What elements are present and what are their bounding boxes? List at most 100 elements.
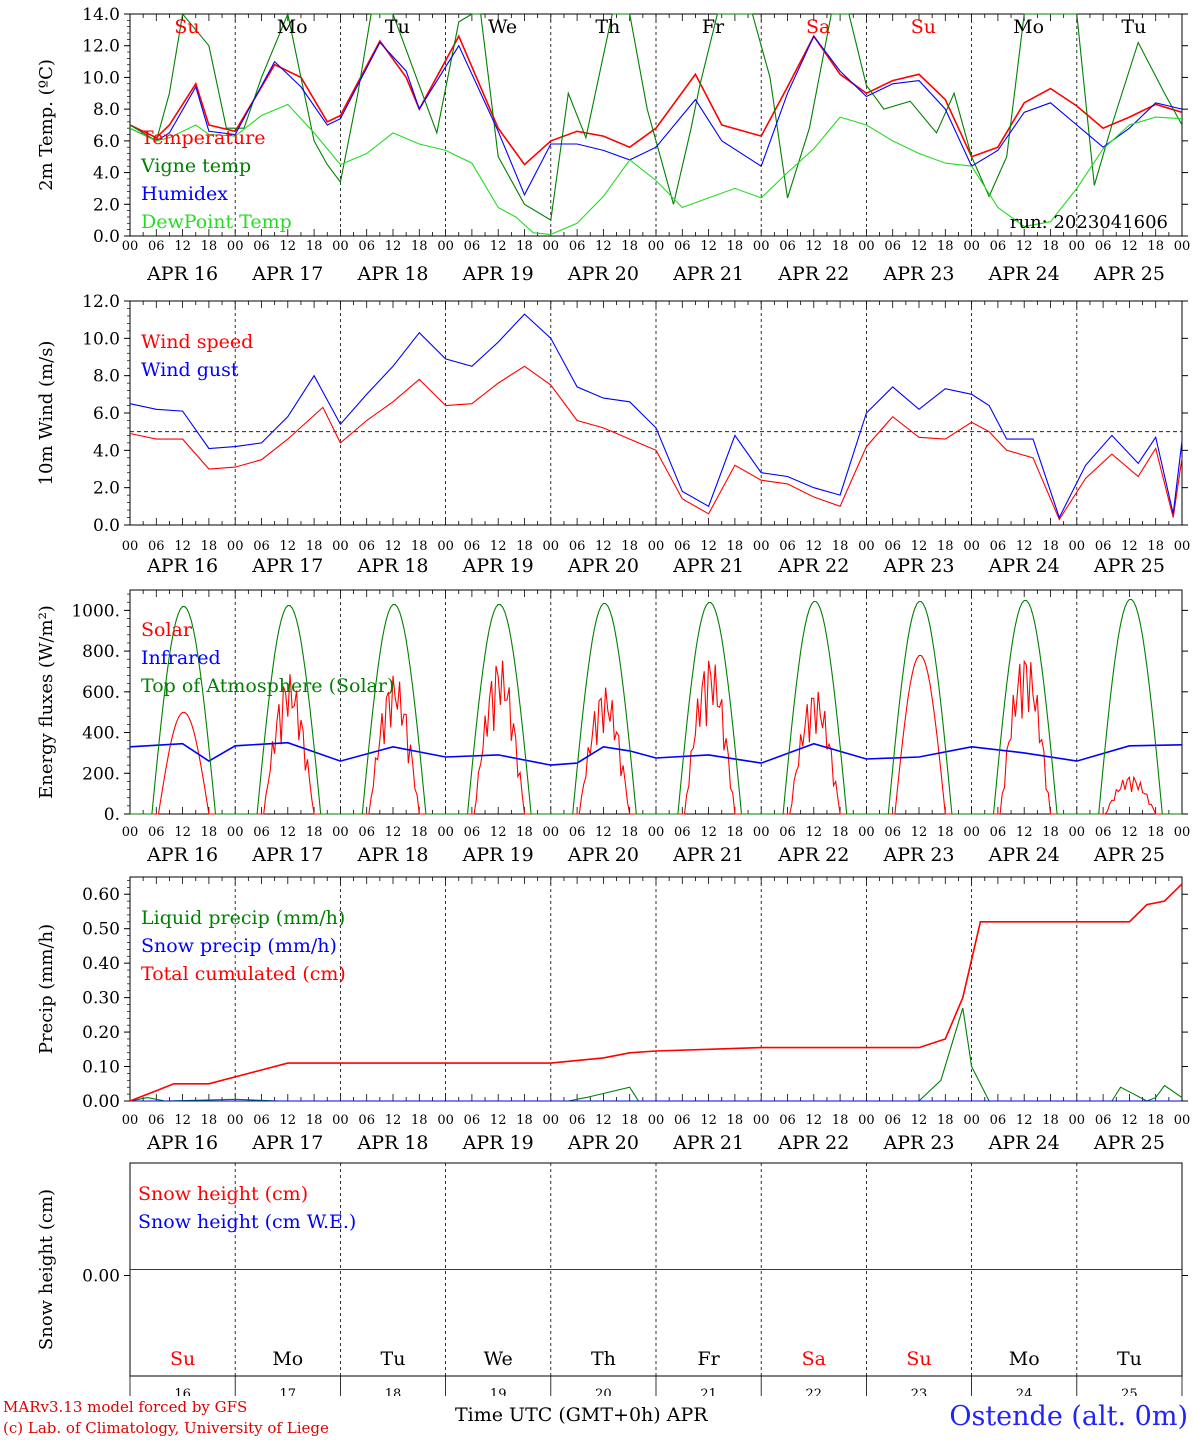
meteogram: 0.0 2.0 4.0 6.0 8.0 10.0 12.0 14.0 2m Temp. (ºC)… (36, 5, 1191, 1396)
hour-tick-label: 00 (858, 239, 875, 254)
day-label: APR 24 (988, 844, 1060, 866)
station-label: Ostende (alt. 0m) (949, 1401, 1188, 1432)
hour-tick-label: 00 (437, 825, 454, 840)
y-tick-label: 0.0 (93, 227, 120, 247)
hour-tick-label: 12 (1121, 239, 1138, 254)
hour-tick-label: 06 (358, 539, 375, 554)
day-number: 22 (806, 1387, 823, 1396)
hour-tick-label: 00 (1069, 825, 1086, 840)
hour-tick-label: 12 (700, 539, 717, 554)
hour-tick-label: 00 (1174, 825, 1191, 840)
hour-tick-label: 06 (779, 1113, 796, 1128)
day-label: APR 20 (567, 263, 639, 285)
day-label: APR 17 (251, 263, 323, 285)
hour-tick-label: 18 (411, 539, 428, 554)
hour-tick-label: 06 (253, 825, 270, 840)
hour-tick-label: 00 (753, 825, 770, 840)
hour-tick-label: 06 (884, 239, 901, 254)
hour-tick-label: 06 (674, 239, 691, 254)
hour-tick-label: 18 (306, 1113, 323, 1128)
hour-tick-label: 00 (963, 825, 980, 840)
hour-tick-label: 18 (1042, 1113, 1059, 1128)
series-line (130, 598, 1182, 815)
hour-tick-label: 06 (884, 825, 901, 840)
day-label: APR 22 (777, 844, 849, 866)
hour-tick-label: 00 (858, 825, 875, 840)
hour-tick-label: 12 (911, 1113, 928, 1128)
panel-frame (129, 589, 1183, 815)
day-label: APR 20 (567, 844, 639, 866)
day-label: APR 24 (988, 555, 1060, 577)
weekday-label: We (484, 1348, 513, 1370)
legend-entry: Infrared (141, 647, 221, 669)
hour-tick-label: 12 (490, 239, 507, 254)
y-tick-label: 8.0 (93, 100, 120, 120)
weekday-label: Mo (1009, 1348, 1040, 1370)
y-tick-label: 0.50 (82, 920, 120, 940)
hour-tick-label: 00 (753, 239, 770, 254)
hour-tick-label: 12 (280, 825, 297, 840)
hour-tick-label: 06 (779, 239, 796, 254)
y-axis-label: Energy fluxes (W/m²) (36, 605, 57, 799)
legend-entry: Temperature (141, 127, 265, 149)
weekday-label: Su (906, 1348, 931, 1370)
series-line (129, 365, 1183, 521)
hour-tick-label: 18 (411, 825, 428, 840)
day-number: 25 (1121, 1387, 1138, 1396)
hour-tick-label: 18 (832, 1113, 849, 1128)
hour-tick-label: 12 (595, 539, 612, 554)
hour-tick-label: 06 (674, 539, 691, 554)
day-number: 19 (490, 1387, 507, 1396)
hour-tick-label: 12 (1016, 1113, 1033, 1128)
y-tick-label: 6.0 (93, 404, 120, 424)
hour-tick-label: 00 (332, 825, 349, 840)
day-label: APR 25 (1093, 555, 1165, 577)
lab-credit: (c) Lab. of Climatology, University of L… (3, 1419, 329, 1437)
hour-tick-label: 12 (385, 539, 402, 554)
hour-tick-label: 18 (937, 1113, 954, 1128)
hour-tick-label: 18 (1042, 239, 1059, 254)
day-label: APR 25 (1093, 1132, 1165, 1154)
hour-tick-label: 18 (201, 1113, 218, 1128)
y-tick-label: 8.0 (93, 367, 120, 387)
hour-tick-label: 06 (464, 1113, 481, 1128)
y-tick-label: 12.0 (82, 292, 120, 312)
hour-tick-label: 18 (832, 239, 849, 254)
hour-tick-label: 18 (621, 539, 638, 554)
hour-tick-label: 18 (411, 239, 428, 254)
hour-tick-label: 00 (543, 1113, 560, 1128)
hour-tick-label: 06 (358, 825, 375, 840)
day-label: APR 22 (777, 555, 849, 577)
legend-entry: Humidex (141, 183, 228, 205)
hour-tick-label: 18 (727, 539, 744, 554)
weekday-label: Tu (381, 1348, 406, 1370)
hour-tick-label: 06 (253, 239, 270, 254)
weekday-label: Mo (272, 1348, 303, 1370)
weekday-label: Fr (697, 1348, 720, 1370)
hour-tick-label: 18 (201, 825, 218, 840)
day-label: APR 19 (462, 555, 534, 577)
y-tick-label: 4.0 (93, 164, 120, 184)
day-label: APR 18 (356, 844, 428, 866)
weekday-label: Th (595, 16, 620, 38)
hour-tick-label: 06 (1095, 239, 1112, 254)
legend-entry: Vigne temp (140, 155, 251, 177)
hour-tick-label: 18 (516, 1113, 533, 1128)
day-number: 16 (174, 1387, 191, 1396)
hour-tick-label: 12 (1016, 239, 1033, 254)
hour-tick-label: 06 (990, 1113, 1007, 1128)
weekday-label: Tu (1117, 1348, 1142, 1370)
day-label: APR 25 (1093, 844, 1165, 866)
hour-tick-label: 12 (1016, 539, 1033, 554)
day-label: APR 19 (462, 844, 534, 866)
hour-tick-label: 00 (227, 239, 244, 254)
hour-tick-label: 12 (1121, 1113, 1138, 1128)
hour-tick-label: 00 (437, 539, 454, 554)
hour-tick-label: 00 (753, 539, 770, 554)
hour-tick-label: 00 (1069, 239, 1086, 254)
y-tick-label: 1000. (71, 601, 120, 621)
day-label: APR 22 (777, 1132, 849, 1154)
hour-tick-label: 06 (569, 539, 586, 554)
y-tick-label: 10.0 (82, 329, 120, 349)
hour-tick-label: 12 (174, 825, 191, 840)
